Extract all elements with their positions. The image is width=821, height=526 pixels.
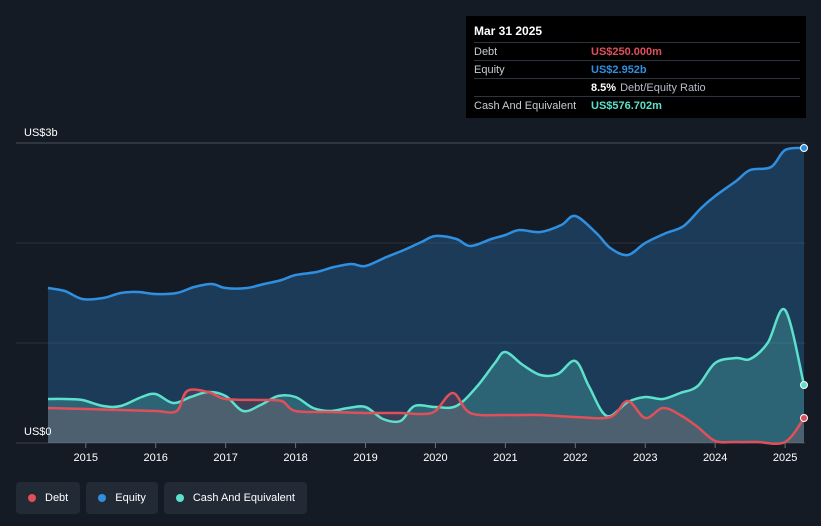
equity-area (48, 147, 804, 443)
y-axis-bottom-label: US$0 (24, 426, 52, 438)
x-tick-label-2016: 2016 (143, 452, 167, 464)
equity-end-marker (800, 144, 808, 152)
cash-and-equivalent-line (47, 307, 806, 424)
legend-equity-label: Equity (115, 492, 146, 504)
tooltip-cash-value: US$576.702m (591, 99, 662, 112)
tooltip-row-equity: Equity US$2.952b (474, 60, 800, 78)
tooltip-panel: Mar 31 2025 Debt US$250.000m Equity US$2… (466, 16, 806, 118)
legend-item-equity[interactable]: Equity (86, 482, 158, 514)
series-areas (48, 147, 804, 444)
tooltip-date: Mar 31 2025 (474, 24, 543, 38)
cash-dot-icon (175, 494, 184, 502)
y-axis-top-label: US$3b (24, 127, 58, 139)
x-tick-label-2025: 2025 (773, 452, 797, 464)
series-lines (47, 146, 806, 446)
tooltip-row-debt: Debt US$250.000m (474, 42, 800, 60)
x-tick-label-2024: 2024 (703, 452, 727, 464)
tooltip-equity-value: US$2.952b (591, 63, 647, 76)
debt-end-marker (800, 414, 808, 422)
debt-dot-icon (28, 494, 36, 502)
debt-line (47, 388, 806, 446)
tooltip-debt-label: Debt (474, 45, 498, 58)
cash-and-equivalent-area (48, 309, 804, 443)
end-markers (800, 144, 808, 422)
x-tick-label-2023: 2023 (633, 452, 657, 464)
legend-debt-label: Debt (45, 492, 69, 504)
legend: Debt Equity Cash And Equivalent (16, 482, 307, 514)
legend-cash-label: Cash And Equivalent (192, 492, 295, 504)
x-tick-label-2022: 2022 (563, 452, 587, 464)
tooltip-cash-label: Cash And Equivalent (474, 99, 577, 112)
equity-dot-icon (98, 494, 107, 502)
x-tick-label-2019: 2019 (353, 452, 377, 464)
tooltip-equity-label: Equity (474, 63, 505, 76)
legend-item-cash[interactable]: Cash And Equivalent (163, 482, 307, 514)
legend-item-debt[interactable]: Debt (16, 482, 81, 514)
x-axis-ticks: 2015 2016 2017 2018 2019 2020 2021 2022 2023 2024… (74, 443, 797, 464)
tooltip-row-ratio: 8.5% Debt/Equity Ratio (474, 78, 800, 96)
x-tick-label-2018: 2018 (283, 452, 307, 464)
x-tick-label-2020: 2020 (423, 452, 447, 464)
tooltip-row-cash: Cash And Equivalent US$576.702m (474, 96, 800, 114)
x-tick-label-2021: 2021 (493, 452, 517, 464)
equity-line (47, 146, 805, 301)
gridlines (16, 142, 805, 444)
debt-area (48, 389, 804, 444)
cash-and-equivalent-end-marker (800, 381, 808, 389)
x-tick-label-2015: 2015 (74, 452, 98, 464)
x-tick-label-2017: 2017 (213, 452, 237, 464)
tooltip-debt-value: US$250.000m (591, 45, 662, 58)
tooltip-ratio-value: 8.5% (591, 81, 617, 94)
tooltip-ratio-label: Debt/Equity Ratio (620, 81, 706, 94)
